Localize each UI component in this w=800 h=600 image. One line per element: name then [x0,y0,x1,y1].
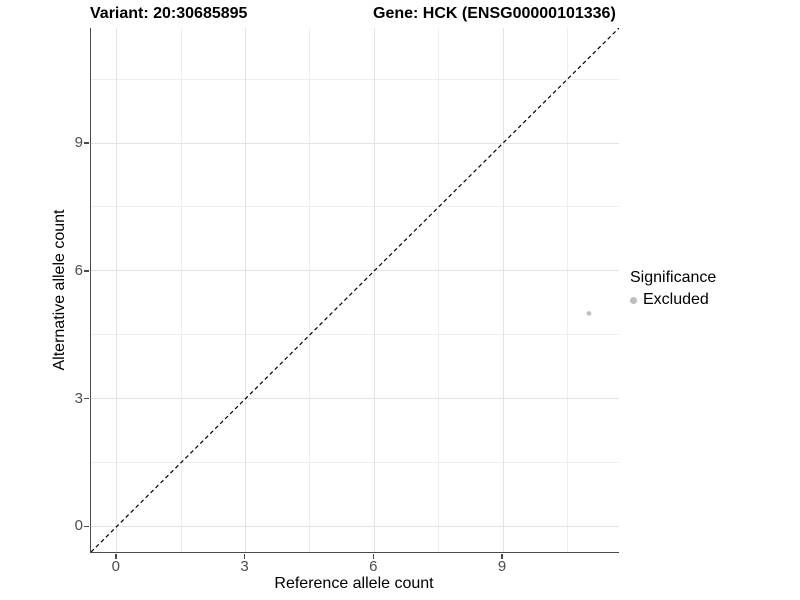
gridline-minor [566,28,568,552]
x-axis-tick-label: 6 [369,558,378,575]
gridline-major [373,28,375,552]
grid-layer [91,28,619,552]
gridline-minor [91,206,619,208]
y-axis-tick [83,397,89,400]
y-axis-tick-label: 0 [74,517,83,535]
gridline-major [116,28,118,552]
plot-panel [90,28,619,553]
gene-title: Gene: HCK (ENSG00000101336) [373,5,616,22]
legend-title: Significance [630,269,717,286]
identity-line [91,28,619,552]
gridline-minor [438,28,440,552]
x-axis-tick [501,553,503,559]
x-axis-tick-label: 0 [111,558,120,575]
gridline-minor [91,462,619,464]
x-axis-tick-label: 9 [497,558,507,575]
data-point-excluded [586,311,592,316]
x-axis-tick [372,553,375,559]
gridline-major [245,28,247,552]
x-axis-tick [115,553,117,559]
gridline-major [91,525,619,527]
y-axis-tick [83,142,89,144]
x-axis-tick-label: 3 [240,558,249,575]
gridline-minor [309,28,311,552]
y-axis-tick-label: 9 [74,134,83,152]
gridline-major [91,142,619,144]
gridline-major [91,398,619,400]
variant-title: Variant: 20:30685895 [90,5,248,22]
y-axis-tick-label: 3 [74,389,83,407]
legend-item-excluded: Excluded [630,291,716,309]
y-axis-title: Alternative allele count [51,209,68,371]
gridline-major [502,28,504,552]
plot-data-layer [91,28,619,552]
gridline-minor [91,78,619,80]
y-axis-tick [83,525,89,528]
excluded-point-swatch [630,296,637,304]
y-axis-tick [83,270,89,272]
gridline-major [91,270,619,272]
legend: Significance Excluded [630,269,716,309]
legend-item-label: Excluded [643,291,709,308]
x-axis-tick [243,553,246,559]
gridline-minor [91,334,619,336]
gridline-minor [180,28,182,552]
x-axis-title: Reference allele count [274,575,434,592]
